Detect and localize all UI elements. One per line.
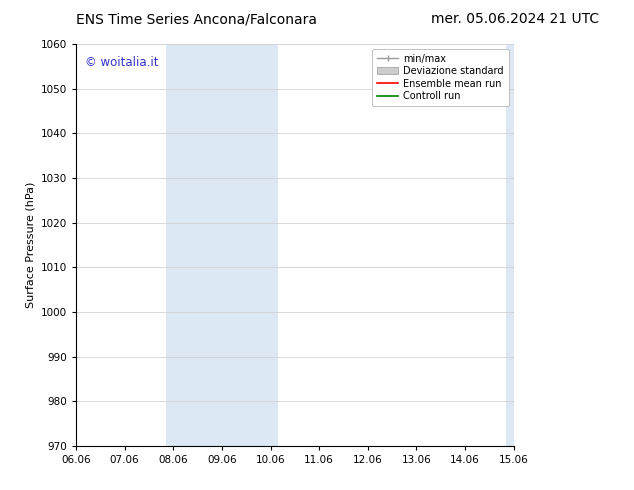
Y-axis label: Surface Pressure (hPa): Surface Pressure (hPa) — [25, 182, 36, 308]
Text: ENS Time Series Ancona/Falconara: ENS Time Series Ancona/Falconara — [76, 12, 317, 26]
Bar — [506, 44, 538, 446]
Text: © woitalia.it: © woitalia.it — [85, 56, 158, 69]
Text: mer. 05.06.2024 21 UTC: mer. 05.06.2024 21 UTC — [431, 12, 599, 26]
Legend: min/max, Deviazione standard, Ensemble mean run, Controll run: min/max, Deviazione standard, Ensemble m… — [372, 49, 508, 106]
Bar — [166, 44, 278, 446]
